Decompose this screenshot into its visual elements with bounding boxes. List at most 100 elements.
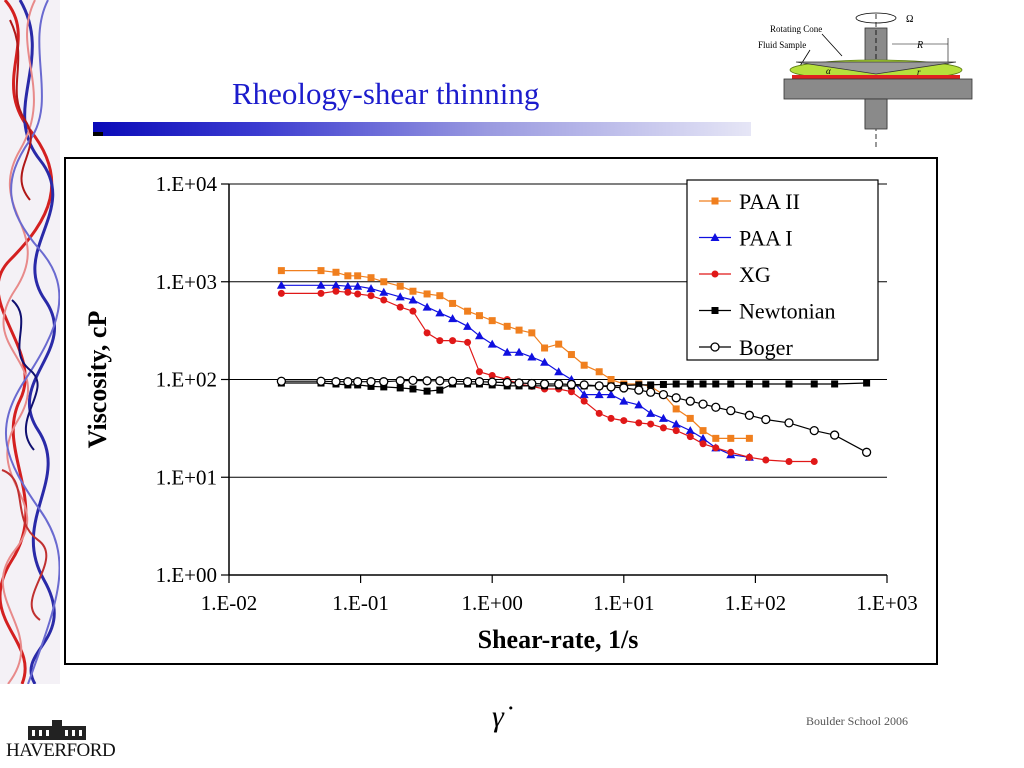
- x-tick-label: 1.E+00: [461, 591, 522, 615]
- alpha-label: α: [826, 66, 831, 76]
- x-tick-label: 1.E-02: [201, 591, 258, 615]
- data-point-xg: [344, 288, 352, 296]
- plate-red-layer: [792, 75, 960, 79]
- data-point-xg: [699, 440, 707, 448]
- data-point-paa-i: [619, 396, 629, 405]
- data-point-paa-ii: [380, 278, 388, 286]
- data-point-paa-ii: [449, 299, 457, 307]
- data-point-paa-ii: [354, 272, 362, 280]
- legend-box: [686, 179, 879, 361]
- data-point-xg: [488, 371, 496, 379]
- data-point-newtonian: [635, 381, 643, 389]
- series-paa-i: [276, 280, 754, 461]
- data-point-paa-ii: [699, 427, 707, 435]
- legend-label-newtonian: Newtonian: [739, 299, 836, 324]
- data-point-xg: [580, 397, 588, 405]
- shear-rate-symbol: γ̇: [492, 700, 513, 733]
- data-point-newtonian: [762, 380, 770, 388]
- data-point-xg: [672, 427, 680, 435]
- data-point-newtonian: [672, 380, 680, 388]
- data-point-xg: [727, 448, 735, 456]
- data-point-newtonian: [423, 387, 431, 395]
- data-point-paa-i: [554, 367, 564, 376]
- legend-marker-paa-ii: [711, 197, 719, 205]
- data-point-boger: [554, 379, 564, 389]
- data-point-xg: [277, 289, 285, 297]
- data-point-paa-i: [540, 357, 550, 366]
- data-point-boger: [809, 425, 819, 436]
- data-point-paa-ii: [396, 282, 404, 290]
- data-point-xg: [475, 368, 483, 376]
- data-point-boger: [353, 377, 363, 387]
- data-point-newtonian: [380, 383, 388, 391]
- data-point-paa-i: [698, 433, 708, 442]
- data-point-xg: [396, 303, 404, 311]
- omega-label: Ω: [906, 14, 913, 25]
- data-point-paa-i: [474, 331, 484, 340]
- data-point-newtonian: [863, 379, 871, 387]
- haverford-building-logo: [28, 720, 86, 740]
- data-point-newtonian: [699, 380, 707, 388]
- data-point-xg: [436, 337, 444, 345]
- data-point-xg: [647, 420, 655, 428]
- data-point-paa-i: [634, 400, 644, 409]
- data-point-paa-ii: [672, 405, 680, 413]
- data-point-paa-ii: [436, 292, 444, 300]
- data-point-paa-i: [379, 287, 389, 296]
- x-tick-label: 1.E-01: [332, 591, 389, 615]
- data-point-boger: [422, 376, 432, 386]
- data-point-boger: [634, 385, 644, 395]
- data-point-xg: [317, 289, 325, 297]
- data-point-paa-i: [366, 284, 376, 293]
- plate-shaft: [864, 98, 888, 130]
- data-point-boger: [566, 379, 577, 390]
- data-point-paa-ii: [409, 287, 417, 295]
- data-point-boger: [829, 430, 840, 440]
- data-point-paa-i: [408, 295, 418, 304]
- data-point-paa-i: [276, 280, 286, 289]
- data-point-paa-ii: [475, 312, 483, 320]
- data-point-boger: [276, 376, 287, 386]
- data-point-xg: [367, 292, 375, 300]
- data-point-newtonian: [810, 380, 818, 388]
- data-point-boger: [606, 382, 616, 392]
- y-tick-label: 1.E+01: [156, 465, 217, 489]
- data-point-boger: [447, 376, 458, 386]
- data-point-boger: [698, 399, 708, 409]
- legend-marker-boger: [710, 342, 720, 352]
- y-tick-label: 1.E+04: [156, 172, 218, 196]
- data-point-newtonian: [396, 384, 404, 392]
- title-underline-mark: [93, 132, 103, 136]
- data-point-boger: [594, 381, 604, 391]
- data-point-paa-i: [343, 281, 353, 290]
- data-point-xg: [635, 419, 643, 427]
- data-point-xg: [423, 329, 431, 337]
- data-point-paa-ii: [464, 307, 472, 315]
- y-tick-label: 1.E+00: [156, 563, 217, 587]
- data-point-boger: [435, 376, 445, 386]
- data-point-boger: [726, 406, 736, 416]
- data-point-boger: [474, 377, 485, 387]
- data-point-paa-i: [646, 408, 656, 417]
- data-point-xg: [464, 338, 472, 346]
- slide-title: Rheology-shear thinning: [232, 76, 540, 111]
- data-point-paa-ii: [528, 329, 536, 337]
- legend-marker-xg: [711, 270, 719, 278]
- data-point-paa-ii: [503, 322, 511, 330]
- data-point-paa-i: [685, 426, 695, 435]
- legend-marker-paa-i: [710, 233, 720, 241]
- data-point-xg: [607, 414, 615, 422]
- data-point-newtonian: [647, 381, 655, 389]
- data-point-paa-ii: [332, 268, 340, 276]
- data-point-boger: [685, 396, 695, 406]
- data-point-boger: [646, 387, 656, 397]
- viscosity-chart: 1.E+00 1.E+01 1.E+02 1.E+03 1.E+04 1.E-02 1.E-…: [83, 172, 918, 654]
- data-point-paa-ii: [367, 274, 375, 282]
- x-axis-label: Shear-rate, 1/s: [478, 625, 639, 654]
- data-point-paa-ii: [727, 434, 735, 442]
- rotating-cone-label: Rotating Cone: [770, 24, 822, 34]
- data-point-boger: [366, 377, 376, 387]
- data-point-newtonian: [409, 385, 417, 393]
- data-point-paa-ii: [317, 267, 325, 275]
- y-axis-label: Viscosity, cP: [83, 311, 112, 449]
